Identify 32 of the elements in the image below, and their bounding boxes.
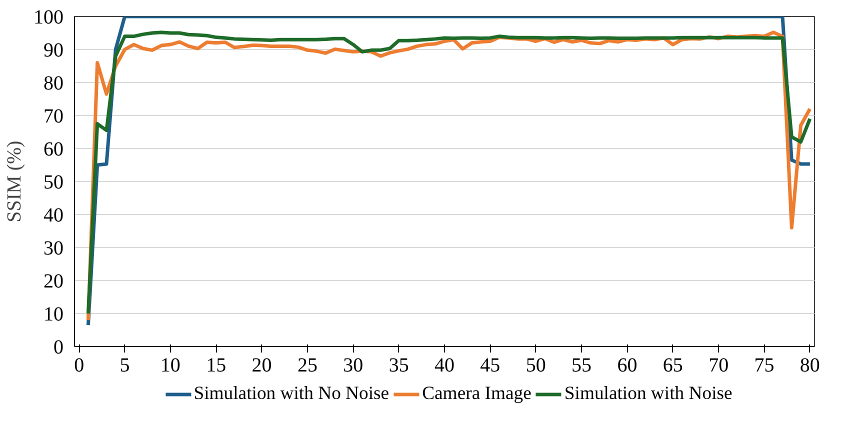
y-tick-label: 20 [44,270,64,292]
x-tick-label: 80 [800,354,820,376]
x-tick-label: 15 [206,354,226,376]
x-tick-label: 20 [252,354,272,376]
x-tick-label: 5 [120,354,130,376]
y-tick-label: 60 [44,138,64,160]
x-tick-label: 10 [160,354,180,376]
y-tick-label: 10 [44,304,64,326]
x-tick-label: 0 [74,354,84,376]
y-tick-label: 50 [44,172,64,194]
x-tick-label: 70 [708,354,729,376]
x-tick-label: 75 [754,354,774,376]
x-tick-label: 35 [388,354,409,376]
y-tick-label: 90 [44,40,64,62]
x-tick-label: 30 [343,354,364,376]
y-tick-label: 40 [44,204,64,226]
x-tick-label: 50 [526,354,546,376]
y-tick-label: 70 [44,106,64,128]
y-tick-label: 100 [34,6,64,28]
x-tick-label: 25 [297,354,318,376]
x-tick-label: 60 [617,354,638,376]
x-tick-label: 40 [434,354,454,376]
y-tick-label: 0 [54,336,64,358]
x-tick-label: 55 [572,354,592,376]
x-tick-label: 45 [480,354,500,376]
legend-label: Simulation with Noise [564,383,732,405]
legend-label: Simulation with No Noise [194,383,390,405]
y-axis-title: SSIM (%) [4,140,26,222]
y-tick-label: 80 [44,72,64,94]
x-tick-label: 65 [662,354,683,376]
legend-label: Camera Image [422,383,532,405]
y-tick-label: 30 [44,238,64,260]
